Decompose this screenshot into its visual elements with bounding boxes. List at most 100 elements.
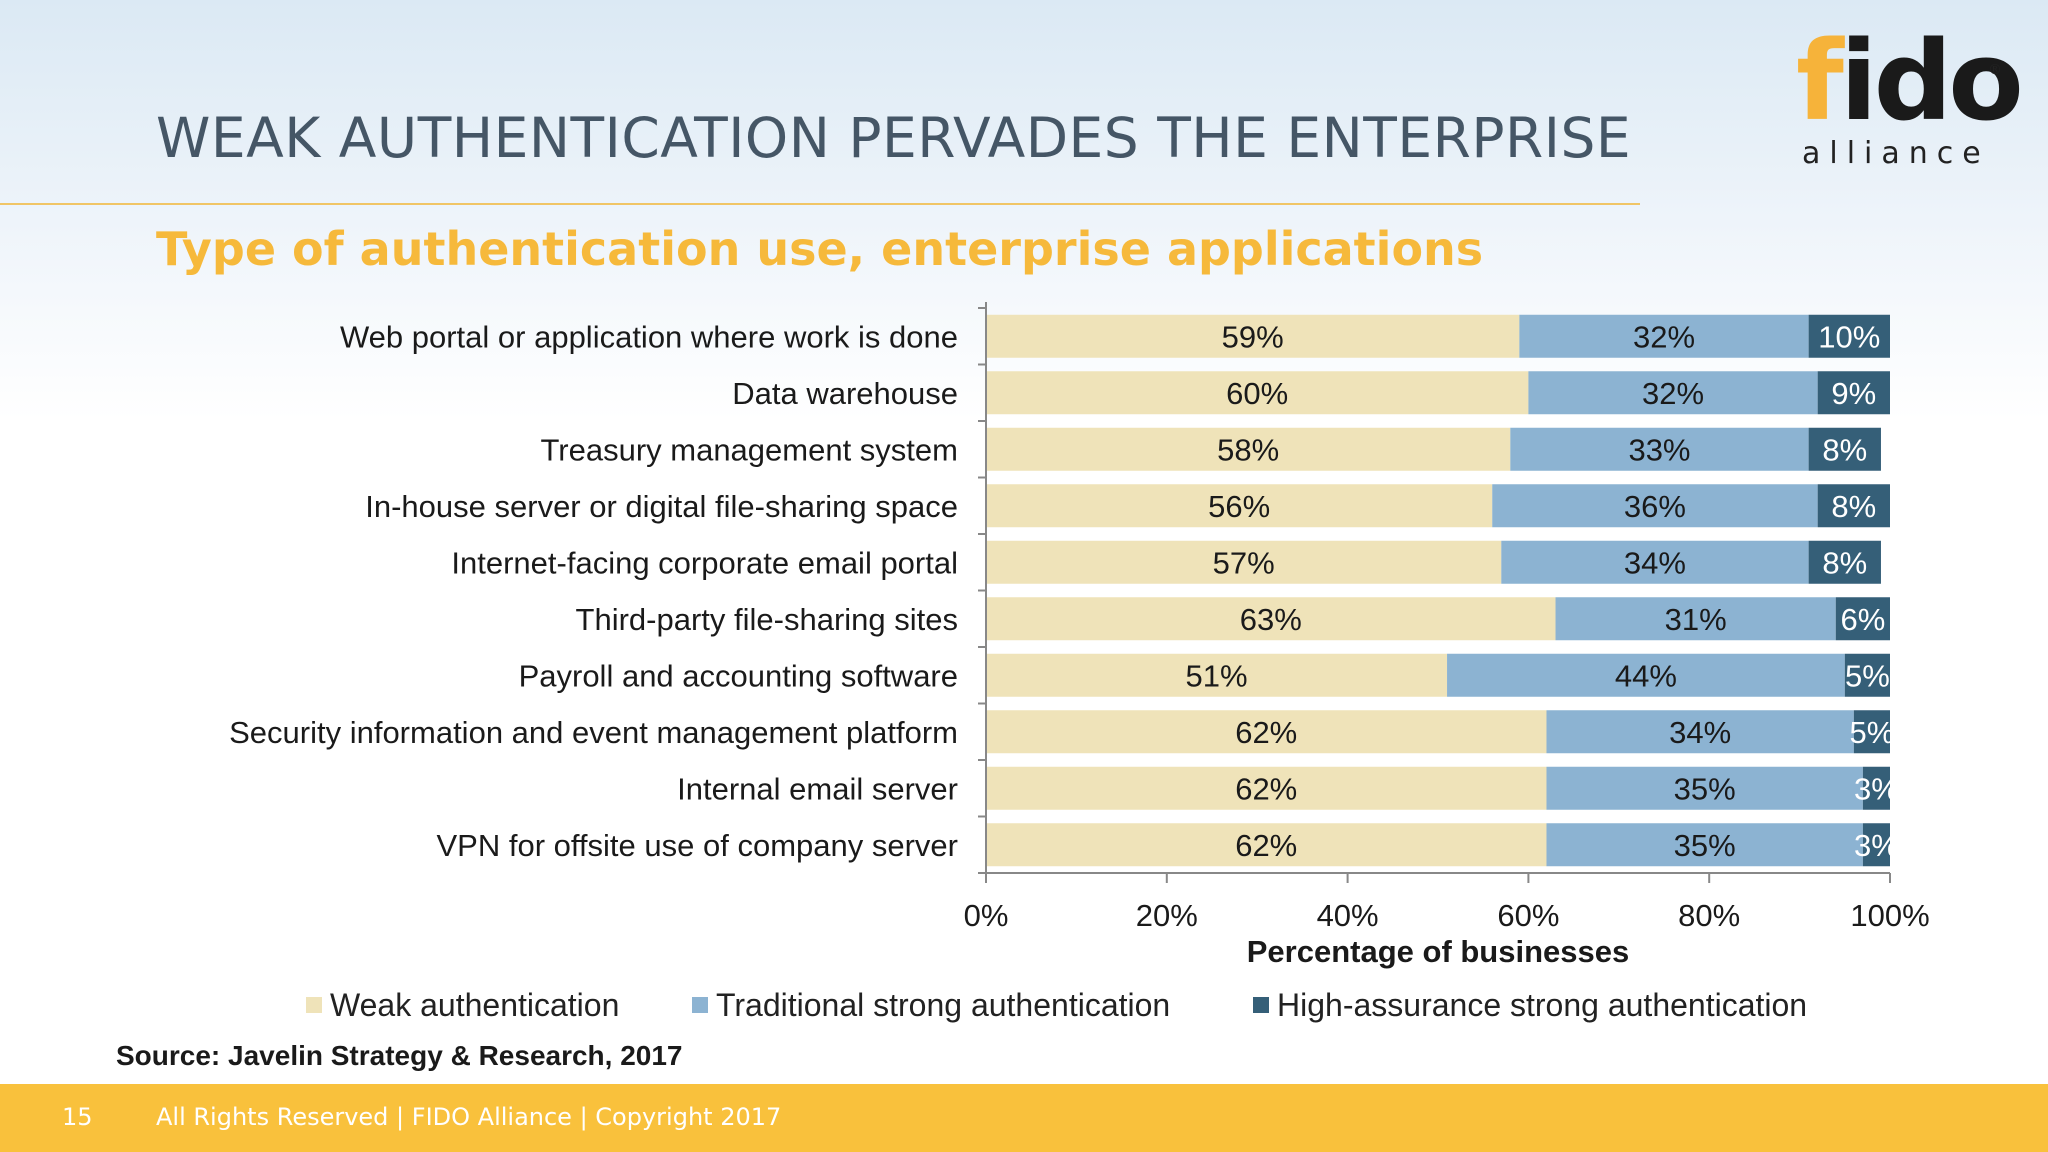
x-tick-label: 80%	[1678, 898, 1740, 933]
fido-alliance-logo: fido ® alliance	[1790, 26, 2024, 171]
bar-segment	[986, 597, 1556, 641]
data-label: 3%	[1854, 828, 1899, 863]
bar-segment	[1844, 653, 1890, 697]
bar-segment	[1555, 597, 1836, 641]
legend-swatch-weak	[306, 997, 322, 1013]
bar-segment	[1808, 540, 1881, 584]
bar-segment	[1492, 484, 1818, 528]
bar-segment	[1546, 710, 1854, 754]
data-label: 62%	[1235, 771, 1297, 806]
bar-segment	[986, 653, 1448, 697]
data-label: 33%	[1628, 432, 1690, 467]
legend-item-weak: Weak authentication	[306, 985, 619, 1025]
bar-segment	[1447, 653, 1845, 697]
data-label: 5%	[1850, 715, 1895, 750]
legend-label-weak: Weak authentication	[330, 986, 620, 1023]
source-note: Source: Javelin Strategy & Research, 201…	[116, 1040, 683, 1071]
category-label: Internet-facing corporate email portal	[451, 545, 958, 580]
category-label: Web portal or application where work is …	[340, 319, 958, 354]
bar-segment	[1853, 710, 1890, 754]
legend-swatch-high	[1253, 997, 1269, 1013]
footer-bar: 15 All Rights Reserved | FIDO Alliance |…	[0, 1084, 2048, 1152]
chart-axes: 0% 20% 40% 60% 80% 100%	[964, 302, 1930, 933]
bar-segment	[986, 314, 1520, 358]
category-label: Payroll and accounting software	[519, 658, 958, 693]
chart-bars: 59% 32% 10% 60% 32% 9% 58% 33% 8% 56% 36% 8% 57% 34% 8…	[986, 314, 1899, 867]
bar-segment	[986, 710, 1547, 754]
x-axis-title: Percentage of businesses	[1247, 934, 1630, 969]
data-label: 10%	[1818, 319, 1880, 354]
x-tick-label: 60%	[1497, 898, 1559, 933]
data-label: 35%	[1674, 771, 1736, 806]
logo-wordmark: fido	[1796, 26, 2024, 136]
data-label: 5%	[1845, 658, 1890, 693]
data-label: 63%	[1240, 602, 1302, 637]
legend-swatch-traditional	[692, 997, 708, 1013]
bar-segment	[1519, 314, 1809, 358]
legend-label-high: High-assurance strong authentication	[1277, 986, 1808, 1023]
footer-copyright: All Rights Reserved | FIDO Alliance | Co…	[156, 1103, 782, 1131]
data-label: 32%	[1633, 319, 1695, 354]
page-number: 15	[62, 1103, 93, 1131]
bar-segment	[1546, 823, 1863, 867]
data-label: 9%	[1831, 376, 1876, 411]
data-label: 60%	[1226, 376, 1288, 411]
data-label: 32%	[1642, 376, 1704, 411]
x-tick-label: 0%	[964, 898, 1009, 933]
legend-label-traditional: Traditional strong authentication	[716, 986, 1171, 1023]
data-label: 58%	[1217, 432, 1279, 467]
bar-segment	[1808, 427, 1881, 471]
data-label: 31%	[1665, 602, 1727, 637]
data-label: 51%	[1185, 658, 1247, 693]
bar-segment	[986, 540, 1502, 584]
category-label: Security information and event managemen…	[229, 715, 958, 750]
bar-segment	[1808, 314, 1890, 358]
bar-segment	[1862, 823, 1890, 867]
bar-segment	[986, 427, 1511, 471]
bar-segment	[1862, 766, 1890, 810]
data-label: 62%	[1235, 715, 1297, 750]
data-label: 8%	[1822, 545, 1867, 580]
legend-item-high: High-assurance strong authentication	[1253, 985, 1807, 1025]
category-label: Data warehouse	[732, 376, 958, 411]
category-labels: Web portal or application where work is …	[229, 319, 958, 863]
bar-segment	[1817, 371, 1890, 415]
data-label: 34%	[1624, 545, 1686, 580]
data-label: 8%	[1831, 489, 1876, 524]
x-tick-label: 40%	[1317, 898, 1379, 933]
bar-segment	[1528, 371, 1818, 415]
data-label: 62%	[1235, 828, 1297, 863]
bar-segment	[1546, 766, 1863, 810]
x-tick-label: 20%	[1136, 898, 1198, 933]
data-label: 36%	[1624, 489, 1686, 524]
chart-title: Type of authentication use, enterprise a…	[156, 222, 1484, 276]
data-label: 44%	[1615, 658, 1677, 693]
logo-wordmark-rest: ido	[1839, 17, 2024, 145]
bar-segment	[986, 484, 1493, 528]
title-divider	[0, 203, 1640, 205]
data-label: 35%	[1674, 828, 1736, 863]
bar-segment	[1510, 427, 1809, 471]
data-label: 8%	[1822, 432, 1867, 467]
bar-segment	[1817, 484, 1890, 528]
bar-segment	[986, 371, 1529, 415]
slide-title: WEAK AUTHENTICATION PERVADES THE ENTERPR…	[156, 106, 1632, 170]
bar-segment	[1835, 597, 1890, 641]
data-label: 56%	[1208, 489, 1270, 524]
data-label: 6%	[1840, 602, 1885, 637]
data-label: 34%	[1669, 715, 1731, 750]
data-label: 59%	[1222, 319, 1284, 354]
logo-subtitle: alliance	[1802, 136, 1990, 171]
category-label: Internal email server	[677, 771, 958, 806]
data-label: 3%	[1854, 771, 1899, 806]
category-label: In-house server or digital file-sharing …	[365, 489, 958, 524]
bar-segment	[986, 766, 1547, 810]
logo-registered-mark: ®	[1988, 62, 2002, 78]
category-label: Treasury management system	[540, 432, 958, 467]
category-label: Third-party file-sharing sites	[576, 602, 958, 637]
category-label: VPN for offsite use of company server	[437, 828, 959, 863]
bar-segment	[986, 823, 1547, 867]
stacked-bar-chart: 59% 32% 10% 60% 32% 9% 58% 33% 8% 56% 36% 8% 57% 34% 8…	[229, 302, 1930, 969]
legend-item-traditional: Traditional strong authentication	[692, 985, 1170, 1025]
data-label: 57%	[1213, 545, 1275, 580]
